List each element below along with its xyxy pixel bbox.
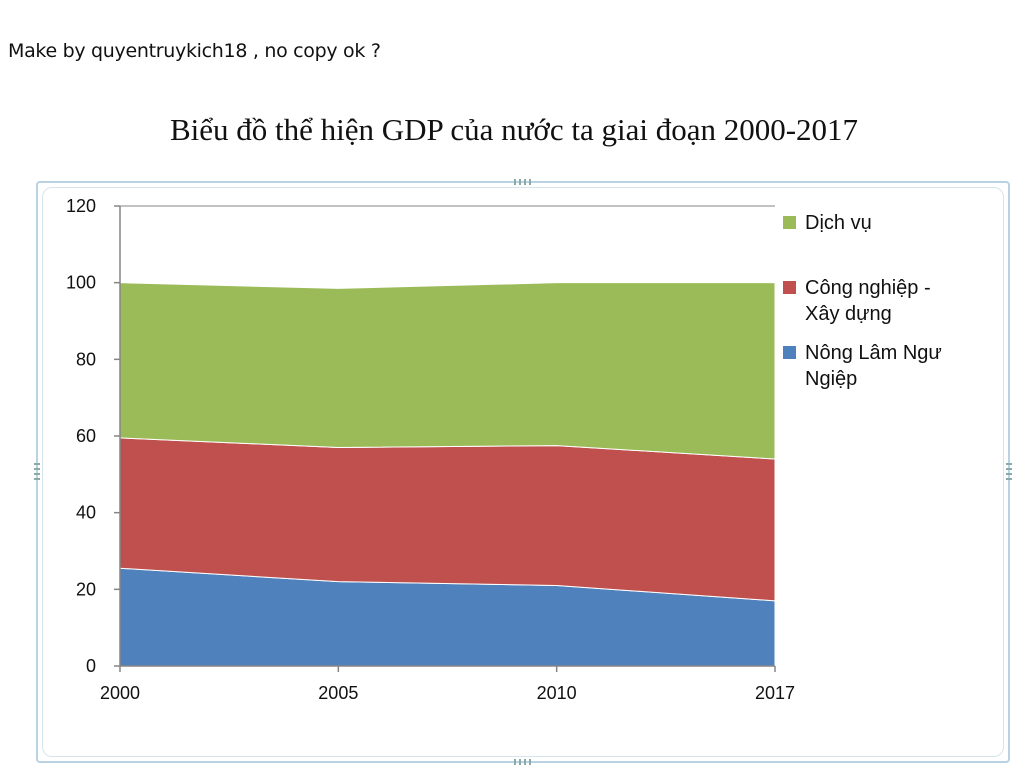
legend-label: Công nghiệp - bbox=[805, 277, 931, 299]
legend-label: Dịch vụ bbox=[805, 212, 872, 234]
legend-label: Nông Lâm Ngư bbox=[805, 342, 942, 364]
chart-title: Biểu đồ thể hiện GDP của nước ta giai đo… bbox=[169, 112, 859, 147]
x-tick-label: 2017 bbox=[755, 683, 795, 703]
legend-swatch bbox=[783, 216, 796, 229]
y-tick-label: 0 bbox=[86, 656, 96, 676]
legend-swatch bbox=[783, 281, 796, 294]
resize-handle-left[interactable] bbox=[34, 463, 40, 481]
resize-handle-bottom[interactable] bbox=[514, 759, 532, 765]
x-tick-label: 2000 bbox=[100, 683, 140, 703]
resize-handle-right[interactable] bbox=[1006, 463, 1012, 481]
resize-handle-top[interactable] bbox=[514, 179, 532, 185]
legend-swatch bbox=[783, 346, 796, 359]
x-tick-label: 2010 bbox=[537, 683, 577, 703]
area-series-3 bbox=[119, 282, 776, 460]
legend-label: Xây dựng bbox=[805, 303, 892, 325]
y-tick-label: 80 bbox=[76, 349, 96, 369]
credit-text: Make by quyentruykich18 , no copy ok ? bbox=[8, 40, 381, 62]
chart-frame-inner-border bbox=[42, 187, 1004, 757]
y-tick-label: 20 bbox=[76, 579, 96, 599]
x-tick-label: 2005 bbox=[318, 683, 358, 703]
y-tick-label: 100 bbox=[66, 273, 96, 293]
y-tick-label: 60 bbox=[76, 426, 96, 446]
y-tick-label: 120 bbox=[66, 196, 96, 216]
legend-label: Ngiệp bbox=[805, 368, 857, 390]
y-tick-label: 40 bbox=[76, 503, 96, 523]
